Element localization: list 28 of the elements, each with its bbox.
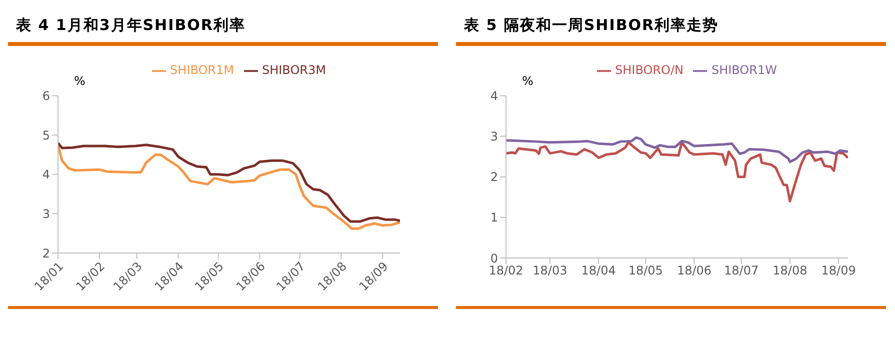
legend-label: SHIBOR1M bbox=[170, 63, 234, 77]
y-tick-label: 2 bbox=[490, 170, 498, 184]
y-tick-label: 3 bbox=[490, 130, 498, 144]
x-tick-label: 18/03 bbox=[532, 264, 568, 278]
y-tick-label: 3 bbox=[42, 206, 50, 221]
y-tick-label: 0 bbox=[490, 251, 498, 266]
x-tick-label: 18/09 bbox=[821, 264, 856, 278]
line-series bbox=[506, 141, 848, 202]
y-axis-title: % bbox=[522, 74, 534, 88]
x-tick-label: 18/04 bbox=[581, 264, 616, 278]
x-tick-label: 18/05 bbox=[628, 264, 663, 278]
chart-title: 表 4 1月和3月年SHIBOR利率 bbox=[16, 16, 246, 35]
line-series bbox=[506, 136, 848, 164]
chart-title: 表 5 隔夜和一周SHIBOR利率走势 bbox=[464, 16, 719, 35]
legend-label: SHIBOR1W bbox=[711, 63, 777, 77]
legend-label: SHIBORO/N bbox=[615, 63, 684, 77]
x-tick-label: 18/02 bbox=[488, 264, 524, 278]
y-axis-title: % bbox=[74, 74, 86, 88]
x-tick-label: 18/07 bbox=[724, 264, 759, 278]
y-tick-label: 4 bbox=[42, 168, 50, 182]
legend-label: SHIBOR3M bbox=[262, 63, 326, 77]
y-tick-label: 2 bbox=[42, 246, 50, 260]
x-tick-label: 18/06 bbox=[676, 264, 712, 278]
y-tick-label: 1 bbox=[490, 210, 498, 225]
y-tick-label: 5 bbox=[42, 128, 50, 142]
y-tick-label: 6 bbox=[42, 88, 50, 103]
x-tick-label: 18/08 bbox=[772, 264, 808, 278]
y-tick-label: 4 bbox=[490, 88, 498, 103]
